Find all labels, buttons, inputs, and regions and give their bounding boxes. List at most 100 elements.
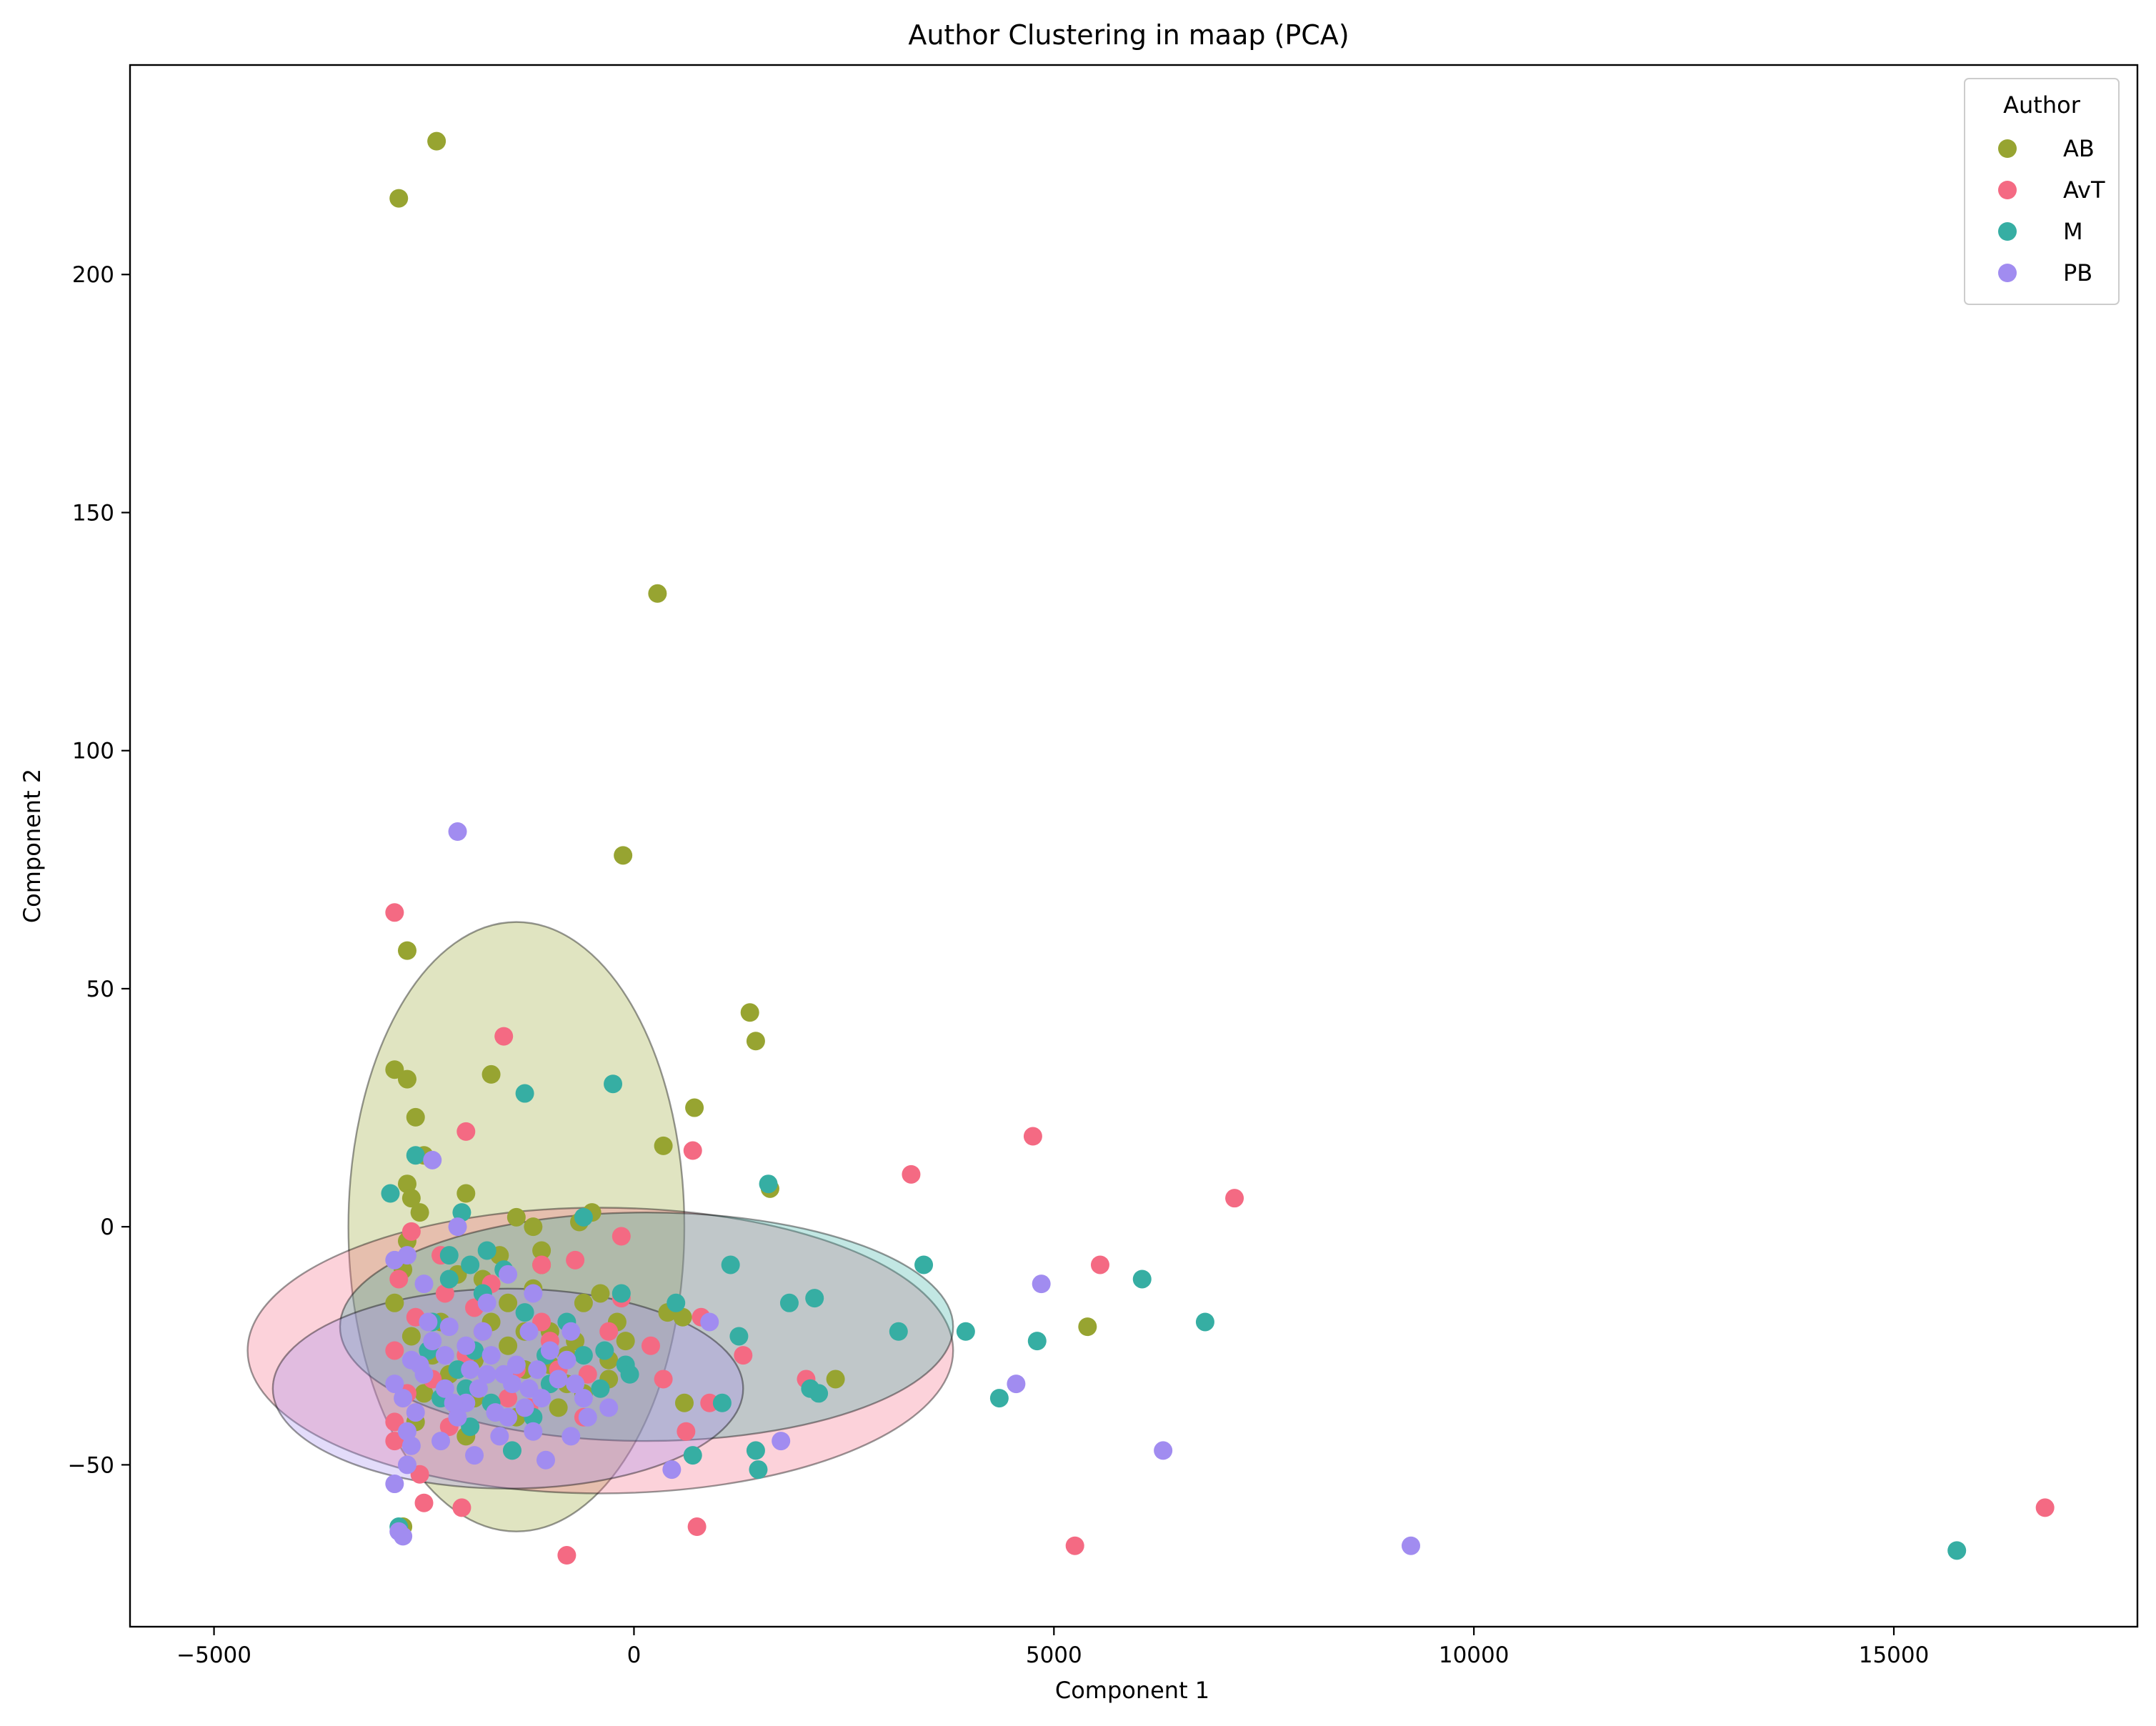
point-m [439, 1269, 459, 1289]
point-pb [465, 1446, 484, 1465]
point-ab [574, 1293, 593, 1312]
plot-area-frame [129, 64, 2139, 1628]
point-pb [394, 1389, 413, 1408]
legend-label: M [2063, 218, 2083, 245]
point-m [502, 1441, 521, 1460]
point-ab [389, 189, 409, 208]
point-ab [674, 1393, 694, 1412]
point-ab [397, 941, 416, 960]
point-m [683, 1446, 702, 1465]
point-avt [389, 1269, 409, 1289]
point-ab [746, 1032, 765, 1051]
legend-entry-m: M [1998, 218, 2083, 245]
point-pb [772, 1432, 791, 1451]
point-m [439, 1246, 459, 1265]
point-m [591, 1379, 610, 1398]
series-pb [385, 822, 1420, 1555]
point-ab [654, 1136, 673, 1155]
point-avt [599, 1322, 619, 1341]
point-m [746, 1441, 765, 1460]
legend-label: AB [2063, 135, 2095, 162]
point-m [461, 1255, 480, 1274]
point-pb [519, 1379, 539, 1398]
point-m [914, 1255, 934, 1274]
point-avt [1090, 1255, 1109, 1274]
point-pb [515, 1398, 534, 1417]
point-m [452, 1203, 471, 1222]
point-pb [1007, 1375, 1026, 1394]
point-avt [734, 1346, 753, 1365]
point-pb [435, 1379, 454, 1398]
x-tick-label: 5000 [1026, 1642, 1082, 1668]
point-avt [677, 1422, 696, 1441]
point-pb [444, 1393, 463, 1412]
legend-marker [1998, 139, 2017, 158]
point-avt [435, 1284, 454, 1303]
point-pb [419, 1312, 438, 1332]
point-m [477, 1241, 496, 1260]
point-avt [414, 1493, 434, 1512]
point-pb [519, 1322, 539, 1341]
point-pb [499, 1264, 518, 1284]
point-ab [499, 1336, 518, 1355]
point-m [515, 1084, 534, 1103]
point-pb [540, 1341, 559, 1360]
point-pb [1401, 1536, 1420, 1555]
point-ab [685, 1098, 704, 1117]
legend-label: AvT [2063, 176, 2105, 204]
point-pb [490, 1427, 509, 1446]
point-pb [448, 1407, 467, 1427]
point-ab [524, 1217, 543, 1237]
point-pb [566, 1375, 585, 1394]
point-m [712, 1393, 732, 1412]
point-pb [448, 822, 467, 842]
point-pb [461, 1360, 480, 1380]
point-pb [524, 1284, 543, 1303]
point-pb [401, 1436, 421, 1455]
point-pb [456, 1336, 476, 1355]
point-avt [612, 1227, 631, 1246]
point-ab [414, 1384, 434, 1403]
point-m [805, 1289, 824, 1308]
point-m [1947, 1541, 1967, 1560]
point-pb [506, 1355, 526, 1375]
point-pb [431, 1432, 451, 1451]
point-pb [536, 1450, 555, 1470]
point-pb [557, 1350, 577, 1370]
point-m [406, 1146, 425, 1165]
point-ab [401, 1327, 421, 1346]
point-pb [397, 1455, 416, 1475]
point-m [612, 1284, 631, 1303]
point-avt [557, 1546, 577, 1565]
point-pb [662, 1460, 682, 1480]
point-pb [562, 1427, 581, 1446]
point-m [667, 1293, 686, 1312]
point-pb [524, 1422, 543, 1441]
point-ab [406, 1107, 425, 1127]
point-ab [499, 1293, 518, 1312]
chart-title: Author Clustering in maap (PCA) [908, 19, 1349, 51]
point-avt [532, 1255, 552, 1274]
y-tick-label: 200 [72, 262, 114, 288]
point-pb [549, 1370, 568, 1389]
point-m [889, 1322, 908, 1341]
point-m [604, 1074, 623, 1094]
point-pb [414, 1274, 434, 1294]
point-pb [439, 1317, 459, 1337]
point-m [461, 1417, 480, 1437]
series-avt [385, 903, 2055, 1565]
point-pb [473, 1322, 492, 1341]
y-tick-label: 0 [100, 1214, 114, 1240]
point-ab [385, 1060, 404, 1079]
point-m [1132, 1269, 1152, 1289]
x-tick-label: −5000 [176, 1642, 251, 1668]
point-avt [494, 1027, 514, 1046]
point-m [595, 1341, 614, 1360]
point-pb [394, 1527, 413, 1546]
point-ab [397, 1069, 416, 1089]
point-m [381, 1184, 400, 1203]
legend: Author AB AvT M PB [1964, 78, 2120, 305]
point-m [809, 1384, 829, 1403]
point-ab [591, 1284, 610, 1303]
